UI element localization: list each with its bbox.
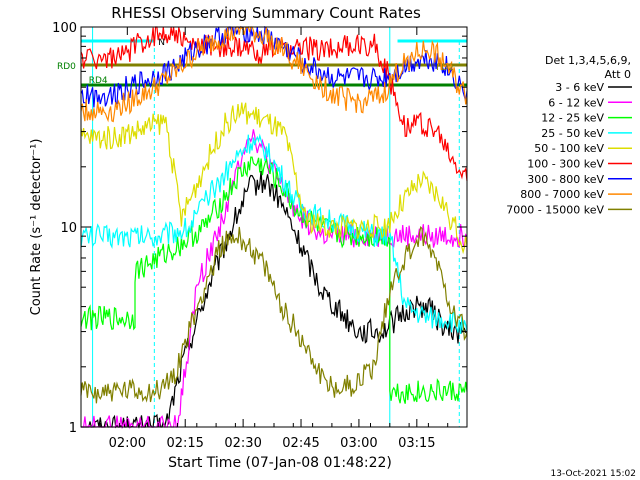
y-tick-label: 100 — [52, 21, 77, 36]
x-tick-label: 02:45 — [282, 436, 319, 451]
legend-label: 3 - 6 keV — [555, 81, 604, 94]
chart-title: RHESSI Observing Summary Count Rates — [111, 4, 421, 22]
footer-date: 13-Oct-2021 15:02 — [551, 469, 636, 479]
legend-label: 7000 - 15000 keV — [506, 203, 604, 216]
x-tick-label: 02:15 — [166, 436, 203, 451]
legend-label: 100 - 300 keV — [527, 158, 604, 171]
legend-label: 300 - 800 keV — [527, 173, 604, 186]
legend-header: Det 1,3,4,5,6,9, — [545, 54, 631, 67]
y-axis-label: Count Rate (s⁻¹ detector⁻¹) — [29, 139, 44, 316]
x-tick-label: 02:00 — [109, 436, 146, 451]
fd2-label: FD2 — [436, 63, 454, 73]
x-tick-label: 03:00 — [340, 436, 377, 451]
series-line-2 — [80, 156, 468, 404]
legend-label: 25 - 50 keV — [541, 127, 604, 140]
legend-label: 6 - 12 keV — [548, 96, 604, 109]
x-tick-label: 02:30 — [224, 436, 261, 451]
legend-label: 12 - 25 keV — [541, 112, 604, 125]
x-tick-label: 03:15 — [398, 436, 435, 451]
rd4-label: RD4 — [89, 76, 108, 86]
series-line-8 — [80, 225, 468, 404]
annotations: N RD0 RD4 FD2 — [57, 38, 454, 86]
y-tick-label: 10 — [60, 221, 77, 236]
legend-label: 50 - 100 keV — [534, 142, 604, 155]
legend-label: 800 - 7000 keV — [520, 188, 604, 201]
series-line-4 — [80, 102, 468, 255]
series-line-3 — [80, 133, 468, 335]
series-line-7 — [80, 25, 468, 123]
legend: Det 1,3,4,5,6,9,Att 03 - 6 keV 6 - 12 keV… — [506, 54, 632, 216]
night-label: N — [158, 38, 165, 48]
rd0-label: RD0 — [57, 62, 76, 72]
legend-header: Att 0 — [605, 68, 631, 81]
series-layer — [80, 25, 468, 430]
x-axis: 02:00 02:15 02:30 02:45 03:00 03:15 — [80, 27, 468, 451]
y-axis: 1 10 100 — [52, 21, 467, 436]
x-axis-label: Start Time (07-Jan-08 01:48:22) — [168, 455, 392, 471]
y-tick-label: 1 — [69, 421, 77, 436]
